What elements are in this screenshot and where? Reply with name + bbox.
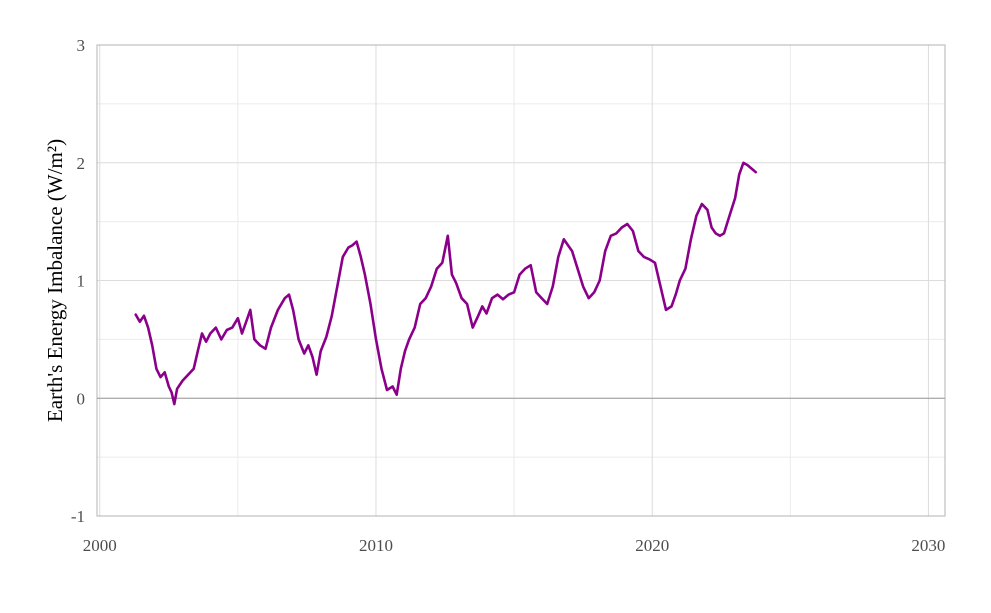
grid xyxy=(97,44,945,517)
series-line xyxy=(134,161,758,406)
x-tick-label: 2020 xyxy=(635,536,669,555)
y-tick-label: 2 xyxy=(77,154,86,173)
y-tick-labels: -1 0 1 2 3 xyxy=(71,36,85,526)
y-axis-title: Earth's Energy Imbalance (W/m²) xyxy=(43,139,67,422)
y-tick-label: 3 xyxy=(77,36,86,55)
x-tick-labels: 2000 2010 2020 2030 xyxy=(83,536,946,555)
y-tick-label: -1 xyxy=(71,507,85,526)
y-tick-label: 0 xyxy=(77,389,86,408)
x-tick-label: 2000 xyxy=(83,536,117,555)
x-tick-label: 2010 xyxy=(359,536,393,555)
plot-panel-border xyxy=(96,44,946,517)
y-tick-label: 1 xyxy=(77,272,86,291)
x-tick-label: 2030 xyxy=(911,536,945,555)
